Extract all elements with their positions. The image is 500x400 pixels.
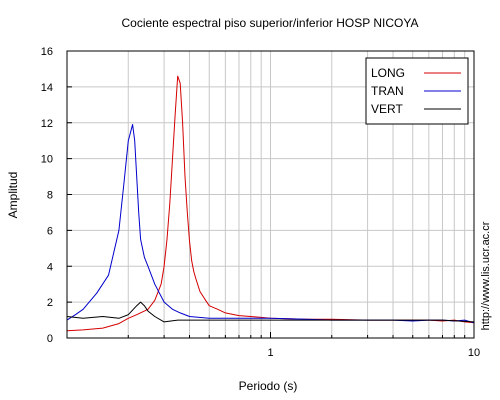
y-tick-label: 2 [47, 297, 53, 309]
series-lines [66, 75, 475, 332]
x-axis-label: Periodo (s) [239, 379, 298, 393]
legend-label-long: LONG [371, 66, 405, 80]
source-url-label: http://www.lis.ucr.ac.cr [480, 221, 492, 330]
y-tick-label: 6 [47, 225, 53, 237]
y-tick-label: 14 [41, 82, 53, 94]
y-axis-label: Amplitud [6, 172, 20, 219]
y-tick-label: 0 [47, 333, 53, 345]
y-tick-label: 4 [47, 261, 53, 273]
series-line-vert [66, 301, 475, 323]
plot-frame [66, 50, 475, 339]
y-tick-label: 8 [47, 190, 53, 202]
x-tick-label: 1 [267, 347, 273, 359]
y-tick-label: 10 [41, 154, 53, 166]
y-tick-label: 12 [41, 118, 53, 130]
legend: LONG TRAN VERT [365, 57, 469, 125]
legend-label-tran: TRAN [371, 84, 404, 98]
legend-label-vert: VERT [371, 102, 403, 116]
x-tick-label: 10 [468, 347, 480, 359]
y-tick-label: 16 [41, 46, 53, 58]
chart-title: Cociente espectral piso superior/inferio… [121, 16, 418, 30]
